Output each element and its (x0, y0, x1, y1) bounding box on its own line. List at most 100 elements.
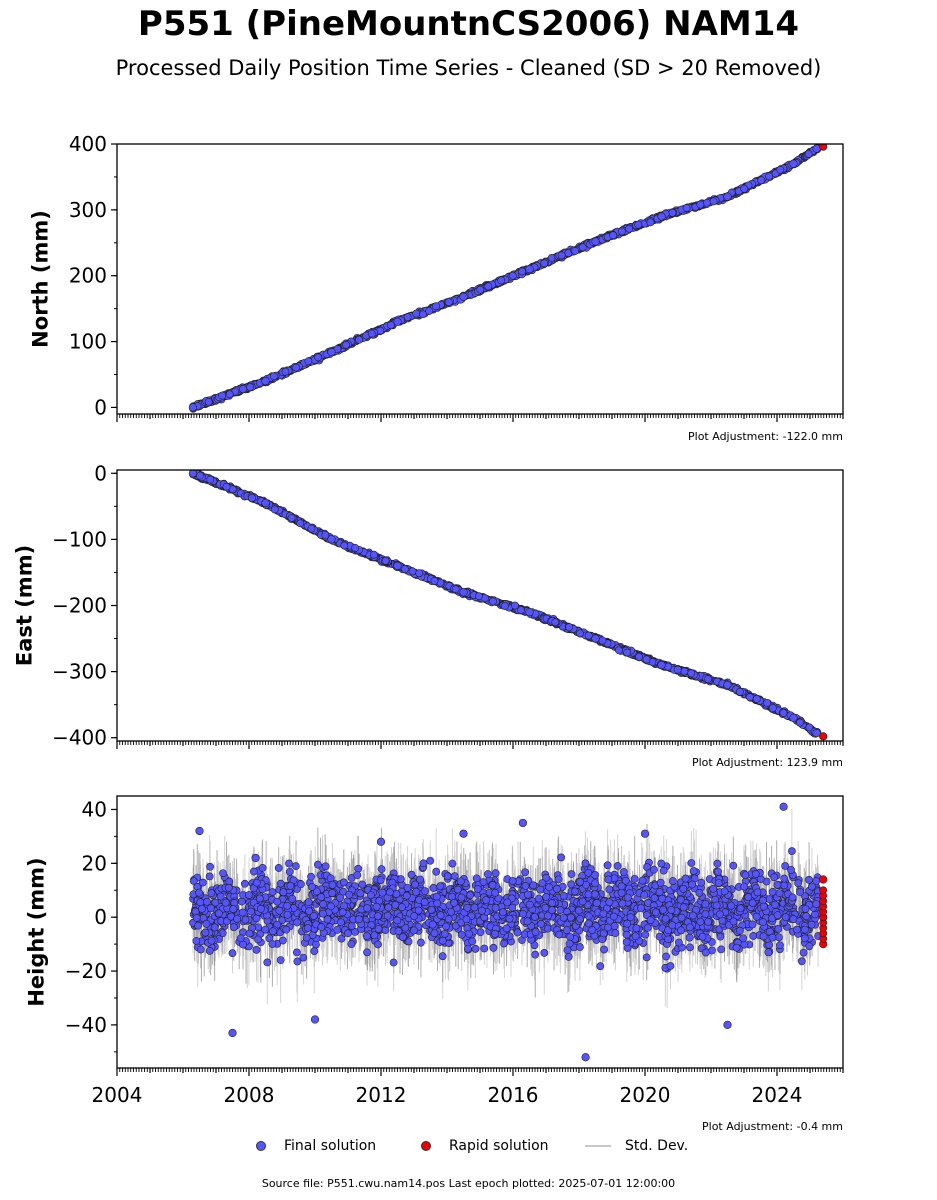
y-tick-label: −200 (52, 594, 107, 618)
final-point (425, 307, 434, 315)
final-point (804, 150, 813, 158)
final-point (745, 693, 754, 702)
final-point (525, 265, 534, 274)
final-point (370, 550, 378, 559)
final-point (400, 565, 409, 574)
final-point (696, 200, 705, 209)
final-point (664, 662, 673, 671)
final-point (757, 176, 766, 185)
final-point (687, 669, 696, 678)
panel-1: 0 100 200 300 400 North (mm) Plot Adjustment: … (28, 132, 844, 443)
final-point (776, 165, 785, 174)
final-point (261, 498, 270, 508)
final-point (511, 601, 519, 610)
final-point (578, 243, 587, 252)
rapid-point (819, 144, 828, 151)
final-point (598, 636, 607, 645)
final-point (188, 470, 197, 478)
final-point (704, 675, 713, 684)
final-point (476, 285, 485, 294)
final-point (412, 309, 421, 318)
final-point (459, 292, 468, 301)
final-point (657, 660, 666, 670)
final-point (292, 363, 300, 372)
final-point (387, 321, 395, 330)
final-point (591, 237, 600, 246)
axes-frame (116, 469, 844, 742)
final-point (351, 543, 360, 552)
final-point (812, 728, 821, 738)
plot-adjustment-label: Plot Adjustment: -122.0 mm (688, 430, 843, 443)
final-point (307, 524, 316, 533)
final-point (419, 310, 427, 319)
final-point (623, 648, 632, 657)
final-point (752, 695, 761, 703)
final-point (617, 227, 626, 236)
final-point (355, 335, 363, 344)
final-point (403, 313, 412, 322)
final-point (789, 159, 798, 168)
final-point (281, 367, 290, 376)
final-point (415, 569, 424, 578)
final-point (508, 271, 517, 280)
plot-adjustment-label: Plot Adjustment: 123.9 mm (692, 756, 843, 769)
final-point (484, 282, 493, 291)
final-point (517, 606, 525, 615)
final-point (444, 298, 453, 307)
y-tick-label: 0 (94, 395, 107, 419)
final-point (680, 667, 689, 676)
final-point (381, 556, 390, 565)
final-point (408, 567, 417, 576)
final-point (525, 608, 534, 617)
final-point (239, 385, 247, 393)
final-point (270, 505, 279, 514)
final-point (327, 535, 336, 544)
final-point (393, 561, 402, 570)
final-point (451, 585, 460, 594)
y-tick-label: 0 (94, 461, 107, 485)
panel-2: 0 −100 −200 −300 −400 East (mm) Plot Adjustmen… (12, 461, 844, 769)
final-points (189, 144, 822, 413)
final-point (723, 680, 732, 689)
final-point (367, 329, 376, 338)
y-axis-label: North (mm) (28, 210, 52, 348)
final-point (795, 718, 804, 727)
final-point (314, 353, 322, 362)
final-point (789, 713, 798, 722)
final-point (576, 629, 584, 638)
final-point (551, 618, 560, 627)
final-point (474, 592, 483, 601)
final-point (246, 383, 255, 392)
chart-title: P551 (PineMountnCS2006) NAM14 (137, 4, 800, 44)
final-point (673, 665, 682, 674)
final-point (459, 588, 468, 597)
final-point (321, 531, 330, 539)
final-point (188, 403, 197, 412)
final-point (709, 197, 718, 206)
final-point (269, 372, 278, 381)
y-tick-label: 100 (69, 330, 107, 354)
final-point (609, 231, 617, 240)
final-point (763, 698, 771, 707)
final-point (779, 709, 788, 717)
final-point (304, 357, 313, 366)
panel-data (188, 144, 828, 413)
final-point (565, 623, 574, 632)
final-points (189, 470, 822, 738)
final-point (682, 204, 691, 212)
final-point (261, 376, 270, 386)
final-point (225, 390, 234, 399)
final-point (196, 471, 204, 480)
final-point (657, 212, 666, 221)
final-point (591, 634, 600, 643)
y-tick-label: −300 (52, 660, 107, 684)
y-tick-label: 200 (69, 264, 107, 288)
rapid-point (819, 732, 828, 741)
final-point (430, 576, 439, 585)
final-point (518, 267, 526, 276)
final-point (287, 513, 296, 522)
final-point (635, 653, 643, 661)
y-tick-label: −100 (52, 527, 107, 551)
final-point (805, 723, 814, 732)
